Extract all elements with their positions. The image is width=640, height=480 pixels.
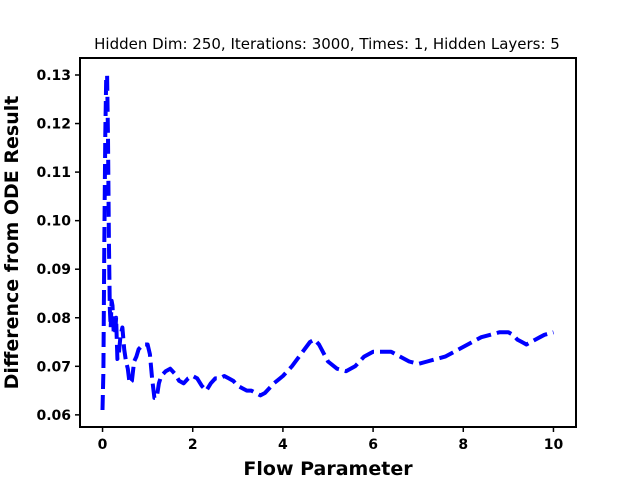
y-tick-label: 0.08 <box>36 311 71 327</box>
x-axis-title: Flow Parameter <box>243 458 413 480</box>
y-tick-label: 0.09 <box>36 262 71 278</box>
y-axis: 0.06 0.07 0.08 0.09 0.10 0.11 0.12 0.13 <box>36 68 80 424</box>
y-tick-label: 0.11 <box>36 165 71 181</box>
x-tick-label: 0 <box>98 437 108 453</box>
x-tick-label: 8 <box>458 437 468 453</box>
series-line <box>100 73 555 411</box>
plot-area-frame <box>79 57 577 428</box>
y-tick-label: 0.13 <box>36 68 71 84</box>
y-tick-label: 0.12 <box>36 117 71 133</box>
series-layer <box>100 73 555 411</box>
y-axis-title: Difference from ODE Result <box>1 96 23 390</box>
y-tick-label: 0.10 <box>36 214 71 230</box>
x-tick-label: 4 <box>278 437 288 453</box>
y-tick-label: 0.07 <box>36 359 71 375</box>
chart-title: Hidden Dim: 250, Iterations: 3000, Times… <box>94 35 560 53</box>
x-tick-label: 10 <box>544 437 564 453</box>
x-tick-label: 2 <box>188 437 198 453</box>
x-tick-label: 6 <box>368 437 378 453</box>
y-tick-label: 0.06 <box>36 408 71 424</box>
x-axis: 0 2 4 6 8 10 <box>98 427 564 453</box>
